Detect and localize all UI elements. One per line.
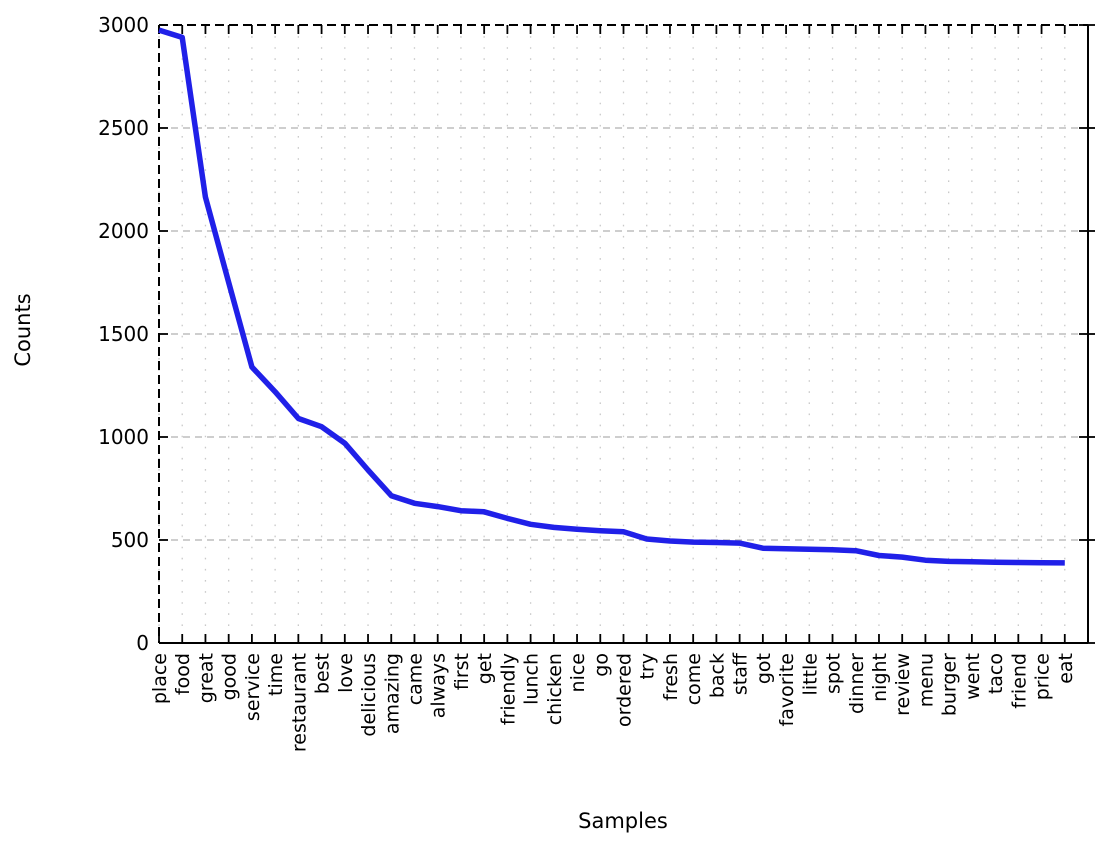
x-tick-label: ordered: [614, 653, 636, 727]
y-tick-label: 3000: [98, 13, 149, 37]
y-tick-label: 0: [136, 631, 149, 655]
data-line: [158, 27, 1065, 566]
y-tick-label: 1500: [98, 322, 149, 346]
x-tick-label: burger: [939, 653, 961, 716]
x-tick-label: try: [637, 653, 659, 680]
x-tick-label: love: [335, 653, 357, 693]
x-tick-label: chicken: [544, 653, 566, 725]
x-tick-label: go: [590, 653, 612, 677]
x-tick-label: fresh: [660, 653, 682, 701]
x-tick-label: back: [706, 653, 728, 698]
x-tick-label: night: [869, 653, 891, 702]
x-tick-label: time: [265, 653, 287, 696]
x-tick-label: get: [474, 653, 496, 684]
x-tick-label: spot: [823, 653, 845, 694]
x-tick-label: nice: [567, 653, 589, 692]
x-tick-label: lunch: [521, 653, 543, 705]
x-tick-label: little: [799, 653, 821, 695]
x-tick-label: review: [892, 653, 914, 716]
x-tick-label: favorite: [776, 653, 798, 726]
x-tick-label: price: [1032, 653, 1054, 700]
x-tick-label: restaurant: [288, 653, 310, 752]
x-tick-label: came: [404, 653, 426, 705]
y-tick-label: 2500: [98, 116, 149, 140]
x-tick-label: good: [219, 653, 241, 700]
x-tick-label: first: [451, 653, 473, 690]
x-tick-label: staff: [730, 652, 752, 695]
x-axis-label: Samples: [578, 809, 668, 833]
y-tick-label: 1000: [98, 425, 149, 449]
y-axis-label: Counts: [11, 293, 35, 366]
x-tick-label: friend: [1008, 653, 1030, 709]
x-tick-label: got: [753, 653, 775, 684]
x-tick-label: went: [962, 653, 984, 700]
x-tick-label: delicious: [358, 653, 380, 737]
x-tick-label: best: [312, 653, 334, 694]
x-tick-label: dinner: [846, 653, 868, 714]
x-tick-label: great: [195, 653, 217, 703]
y-tick-label: 500: [111, 528, 149, 552]
y-tick-label: 2000: [98, 219, 149, 243]
x-tick-label: friendly: [497, 653, 519, 725]
x-tick-label: eat: [1055, 653, 1077, 684]
x-tick-label: food: [172, 653, 194, 695]
x-tick-label: come: [683, 653, 705, 705]
x-tick-label: menu: [915, 653, 937, 707]
x-tick-label: taco: [985, 653, 1007, 694]
x-tick-label: amazing: [381, 653, 403, 734]
x-tick-label: always: [428, 653, 450, 718]
x-tick-label: service: [242, 653, 264, 721]
x-tick-label: place: [149, 653, 171, 704]
